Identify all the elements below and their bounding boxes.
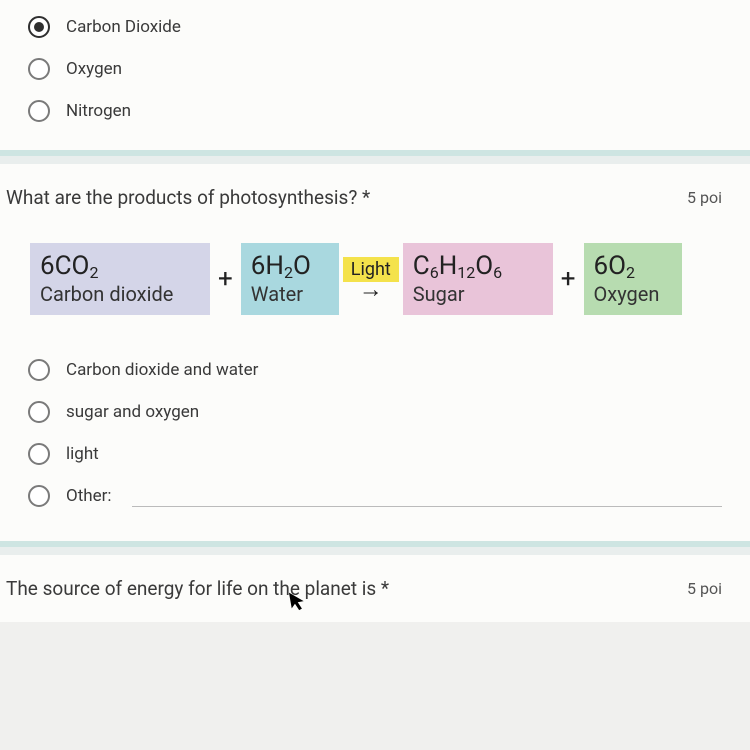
question-points: 5 poi — [687, 579, 722, 598]
radio-icon — [28, 359, 50, 381]
section-divider — [0, 150, 750, 164]
reaction-arrow: Light → — [339, 243, 403, 315]
radio-label: light — [66, 444, 99, 464]
radio-option[interactable]: sugar and oxygen — [28, 391, 722, 433]
product-oxygen: 6O2 Oxygen — [584, 243, 682, 315]
radio-icon — [28, 100, 50, 122]
radio-icon — [28, 443, 50, 465]
next-question-header: The source of energy for life on the pla… — [0, 555, 750, 622]
reactant-co2: 6CO2 Carbon dioxide — [30, 243, 210, 315]
radio-label: Nitrogen — [66, 101, 131, 121]
formula: C6H12O6 — [413, 252, 543, 281]
product-sugar: C6H12O6 Sugar — [403, 243, 553, 315]
reactant-h2o: 6H2O Water — [241, 243, 339, 315]
radio-option[interactable]: Carbon Dioxide — [28, 6, 722, 48]
radio-label: Carbon dioxide and water — [66, 360, 258, 380]
question-text: The source of energy for life on the pla… — [6, 577, 389, 600]
formula: 6CO2 — [40, 252, 200, 281]
radio-label: Other: — [66, 486, 112, 506]
radio-label: sugar and oxygen — [66, 402, 199, 422]
prev-question-card: Carbon Dioxide Oxygen Nitrogen — [0, 0, 750, 150]
arrow-icon: → — [359, 280, 383, 299]
radio-option-other[interactable]: Other: — [28, 475, 722, 517]
radio-label: Oxygen — [66, 59, 122, 79]
formula-label: Oxygen — [594, 282, 672, 306]
question-header: What are the products of photosynthesis?… — [0, 164, 750, 217]
equation-diagram: 6CO2 Carbon dioxide + 6H2O Water Light →… — [0, 217, 750, 341]
other-input-line[interactable] — [132, 485, 722, 507]
plus-sign: + — [210, 243, 241, 315]
radio-icon — [28, 401, 50, 423]
radio-option[interactable]: Oxygen — [28, 48, 722, 90]
radio-option[interactable]: Nitrogen — [28, 90, 722, 132]
radio-label: Carbon Dioxide — [66, 17, 181, 37]
question-text: What are the products of photosynthesis?… — [6, 186, 370, 209]
radio-icon — [28, 16, 50, 38]
formula-label: Water — [251, 282, 329, 306]
section-divider — [0, 541, 750, 555]
radio-icon — [28, 485, 50, 507]
radio-option[interactable]: light — [28, 433, 722, 475]
plus-sign: + — [553, 243, 584, 315]
question-points: 5 poi — [687, 188, 722, 207]
formula: 6H2O — [251, 252, 329, 281]
formula: 6O2 — [594, 252, 672, 281]
answer-options: Carbon dioxide and water sugar and oxyge… — [0, 341, 750, 541]
formula-label: Carbon dioxide — [40, 282, 200, 306]
radio-icon — [28, 58, 50, 80]
radio-option[interactable]: Carbon dioxide and water — [28, 349, 722, 391]
formula-label: Sugar — [413, 282, 543, 306]
